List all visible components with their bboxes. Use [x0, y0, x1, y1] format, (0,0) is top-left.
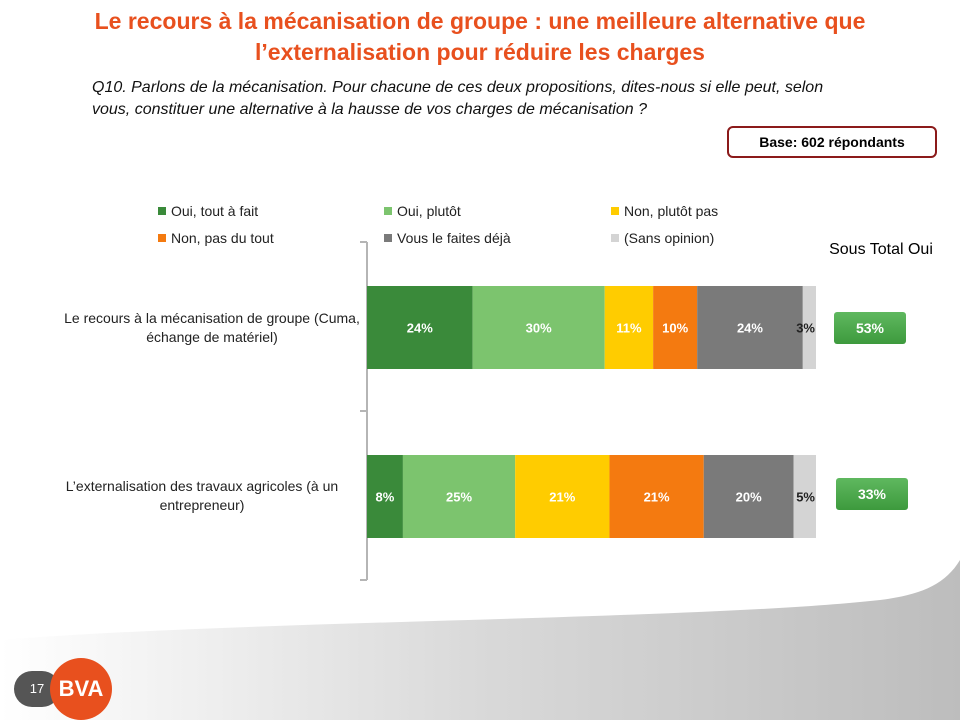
page-title: Le recours à la mécanisation de groupe :… — [94, 8, 866, 65]
legend-label: Oui, tout à fait — [171, 203, 259, 219]
legend-item-0: Oui, tout à fait — [158, 203, 258, 219]
subtotal-header: Sous Total Oui — [829, 241, 933, 258]
bar-label-1-1: 25% — [446, 490, 472, 505]
footer-swoosh — [0, 560, 960, 720]
bva-logo: BVA — [50, 658, 112, 720]
legend-item-2: Non, plutôt pas — [611, 203, 718, 219]
bar-label-0-4: 24% — [737, 321, 763, 336]
bar-segment-0-1 — [472, 286, 605, 369]
bar-label-1-2: 21% — [549, 490, 575, 505]
legend-label: (Sans opinion) — [624, 230, 715, 246]
subtotal-badge-0: 53% — [834, 312, 906, 344]
legend-item-3: Non, pas du tout — [158, 230, 274, 246]
bar-segment-1-3 — [609, 455, 704, 538]
bar-segment-0-0 — [367, 286, 473, 369]
category-label-1: L’externalisation des travaux agricoles … — [65, 478, 339, 513]
bar-label-0-1: 30% — [526, 321, 552, 336]
question-text: Q10. Parlons de la mécanisation. Pour ch… — [92, 79, 824, 118]
legend-item-4: Vous le faites déjà — [384, 230, 511, 246]
bar-label-1-4: 20% — [736, 490, 762, 505]
legend-label: Oui, plutôt — [397, 203, 461, 219]
legend-swatch — [384, 234, 392, 242]
bar-label-0-5: 3% — [796, 321, 815, 336]
bar-segment-0-5 — [802, 286, 816, 369]
legend-item-5: (Sans opinion) — [611, 230, 714, 246]
legend-item-1: Oui, plutôt — [384, 203, 461, 219]
bar-segment-1-1 — [402, 455, 516, 538]
bar-label-1-0: 8% — [376, 490, 395, 505]
subtotal-badge-1: 33% — [836, 478, 908, 510]
legend-label: Vous le faites déjà — [397, 230, 511, 246]
legend-label: Non, pas du tout — [171, 230, 274, 246]
bar-segment-0-2 — [604, 286, 654, 369]
legend-swatch — [611, 207, 619, 215]
bar-segment-1-0 — [367, 455, 403, 538]
bar-label-0-0: 24% — [407, 321, 433, 336]
legend-swatch — [611, 234, 619, 242]
bar-segment-0-4 — [697, 286, 803, 369]
chart-legend: Oui, tout à fait Oui, plutôt Non, plutôt p… — [158, 203, 798, 253]
bar-segment-0-3 — [653, 286, 698, 369]
bar-label-1-3: 21% — [644, 490, 670, 505]
bar-segment-1-2 — [515, 455, 610, 538]
bar-label-0-2: 11% — [616, 321, 642, 336]
legend-swatch — [158, 207, 166, 215]
category-label-0: Le recours à la mécanisation de groupe (… — [64, 310, 360, 345]
legend-swatch — [158, 234, 166, 242]
bar-label-0-3: 10% — [662, 321, 688, 336]
bar-label-1-5: 5% — [796, 490, 815, 505]
bar-segment-1-5 — [793, 455, 816, 538]
base-respondents-box: Base: 602 répondants — [727, 126, 937, 158]
legend-label: Non, plutôt pas — [624, 203, 719, 219]
bar-segment-1-4 — [703, 455, 794, 538]
legend-swatch — [384, 207, 392, 215]
